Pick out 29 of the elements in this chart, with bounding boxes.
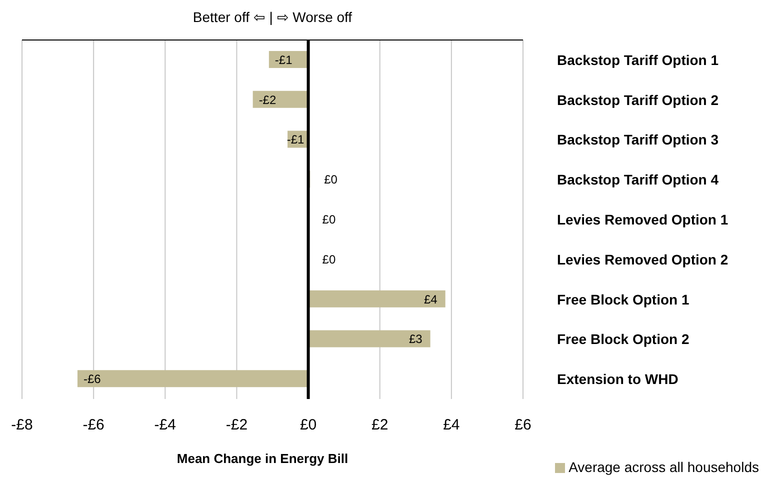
y-tick-label: Free Block Option 1 bbox=[557, 291, 690, 308]
y-tick-label: Free Block Option 2 bbox=[557, 331, 690, 348]
x-tick-label: -£4 bbox=[154, 416, 176, 434]
y-tick-label: Levies Removed Option 1 bbox=[557, 212, 728, 228]
x-tick-label: £4 bbox=[443, 416, 460, 434]
y-tick-label: Backstop Tariff Option 1 bbox=[557, 52, 719, 68]
legend-label: Average across all households bbox=[568, 459, 759, 475]
y-tick-label: Levies Removed Option 2 bbox=[557, 251, 728, 268]
data-label: -£2 bbox=[258, 92, 276, 107]
x-tick-label: -£6 bbox=[82, 416, 104, 434]
x-axis-title: Mean Change in Energy Bill bbox=[176, 451, 348, 466]
x-tick-label: -£2 bbox=[226, 416, 248, 434]
data-label: £0 bbox=[322, 252, 336, 266]
y-tick-label: Backstop Tariff Option 2 bbox=[557, 92, 719, 108]
data-label: £4 bbox=[424, 292, 438, 306]
x-tick-label: £6 bbox=[514, 416, 532, 434]
data-label: £0 bbox=[324, 172, 338, 187]
text: Better off ⇦ | ⇨ Worse off bbox=[192, 8, 352, 25]
data-label: -£6 bbox=[83, 372, 102, 386]
y-tick-label: Backstop Tariff Option 3 bbox=[557, 132, 719, 148]
x-tick-label: £2 bbox=[372, 416, 388, 434]
y-tick-label: Extension to WHD bbox=[557, 371, 678, 388]
data-label: £3 bbox=[408, 332, 423, 346]
y-tick-label: Backstop Tariff Option 4 bbox=[557, 172, 719, 188]
data-label: -£1 bbox=[274, 52, 293, 67]
data-label: £0 bbox=[322, 212, 336, 226]
x-tick-label: -£8 bbox=[11, 416, 33, 434]
x-tick-label: £0 bbox=[300, 416, 317, 434]
data-label: -£1 bbox=[286, 132, 305, 147]
